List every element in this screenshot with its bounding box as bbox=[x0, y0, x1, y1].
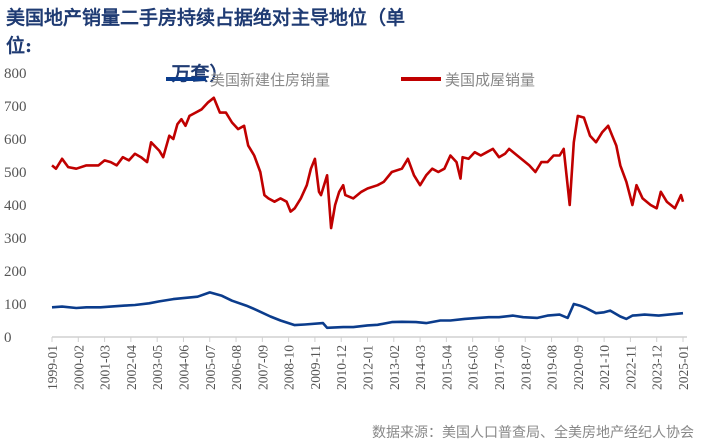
x-tick-label: 2002-04 bbox=[124, 345, 139, 390]
x-tick-label: 1999-01 bbox=[45, 345, 60, 390]
x-tick-label: 2019-08 bbox=[545, 345, 560, 390]
y-tick-label: 200 bbox=[4, 264, 27, 280]
x-tick-label: 2003-05 bbox=[150, 345, 165, 390]
source-note: 数据来源：美国人口普查局、全美房地产经纪人协会 bbox=[372, 424, 694, 441]
x-tick-label: 2017-06 bbox=[492, 345, 507, 390]
series-lines bbox=[51, 96, 685, 330]
x-tick-label: 2020-09 bbox=[571, 345, 586, 390]
y-axis: 0 100 200 300 400 500 600 700 800 bbox=[4, 66, 27, 346]
y-tick-label: 500 bbox=[4, 165, 27, 181]
x-tick-label: 2013-02 bbox=[387, 345, 402, 390]
legend-label-existing-homes: 美国成屋销量 bbox=[445, 71, 535, 89]
y-tick-label: 0 bbox=[4, 330, 12, 346]
x-tick-label: 2006-08 bbox=[229, 345, 244, 390]
y-tick-label: 100 bbox=[4, 297, 27, 313]
x-tick-label: 2005-07 bbox=[203, 345, 218, 390]
x-tick-label: 2001-03 bbox=[98, 345, 113, 390]
x-tick-label: 2023-12 bbox=[650, 345, 665, 390]
x-axis: 1999-01 2000-02 2001-03 2002-04 2003-05 2004-… bbox=[45, 336, 691, 390]
x-tick-label: 2000-02 bbox=[71, 345, 86, 390]
legend-label-new-homes: 美国新建住房销量 bbox=[210, 71, 330, 89]
x-tick-label: 2004-06 bbox=[176, 345, 191, 390]
series-line-existing-homes bbox=[51, 96, 685, 230]
series-line-new-homes bbox=[51, 291, 684, 330]
x-tick-label: 2021-10 bbox=[597, 345, 612, 390]
y-tick-label: 300 bbox=[4, 231, 27, 247]
x-tick-label: 2022-11 bbox=[623, 345, 638, 390]
x-tick-label: 2010-12 bbox=[334, 345, 349, 390]
x-tick-label: 2015-04 bbox=[439, 345, 454, 390]
x-tick-label: 2016-05 bbox=[466, 345, 481, 390]
y-tick-label: 800 bbox=[4, 66, 27, 82]
x-tick-label: 2012-01 bbox=[361, 345, 376, 390]
x-tick-label: 2025-01 bbox=[676, 345, 691, 390]
y-tick-label: 400 bbox=[4, 198, 27, 214]
x-tick-label: 2009-11 bbox=[308, 345, 323, 390]
x-tick-label: 2007-09 bbox=[255, 345, 270, 390]
legend: 美国新建住房销量 美国成屋销量 bbox=[166, 71, 535, 89]
x-tick-label: 2014-03 bbox=[413, 345, 428, 390]
y-tick-label: 600 bbox=[4, 132, 27, 148]
y-tick-label: 700 bbox=[4, 99, 27, 115]
x-tick-label: 2018-07 bbox=[518, 345, 533, 390]
chart-title-line1: 美国地产销量二手房持续占据绝对主导地位（单位: bbox=[6, 7, 406, 57]
x-tick-label: 2008-10 bbox=[282, 345, 297, 390]
